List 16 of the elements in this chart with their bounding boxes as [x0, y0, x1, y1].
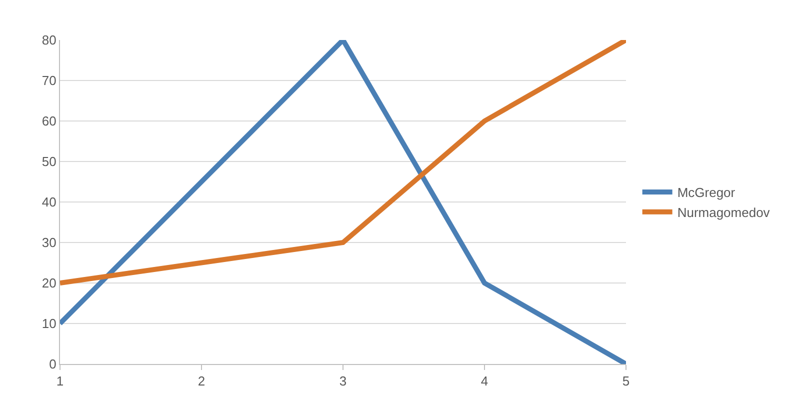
y-tick-label: 40: [42, 194, 56, 210]
x-tick-label: 3: [339, 374, 347, 389]
y-tick-label: 30: [42, 235, 56, 250]
legend-label: McGregor: [677, 185, 736, 200]
x-tick-label: 2: [198, 374, 206, 389]
y-tick-label: 0: [49, 356, 56, 372]
x-tick-label: 4: [480, 374, 488, 389]
y-tick-label: 80: [42, 32, 56, 48]
y-tick-label: 50: [42, 154, 56, 170]
y-tick-label: 60: [42, 114, 56, 129]
x-tick-label: 5: [622, 374, 630, 389]
x-tick-label: 1: [56, 374, 64, 389]
y-tick-label: 10: [42, 316, 56, 332]
legend-label: Nurmagomedov: [677, 204, 770, 220]
y-tick-label: 20: [42, 276, 56, 291]
y-tick-label: 70: [42, 73, 56, 88]
